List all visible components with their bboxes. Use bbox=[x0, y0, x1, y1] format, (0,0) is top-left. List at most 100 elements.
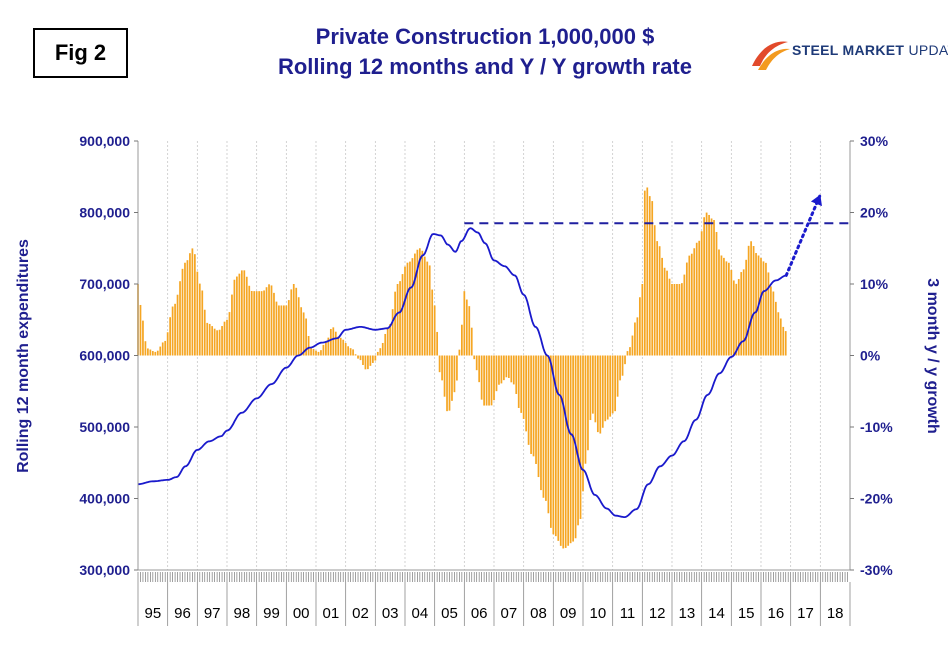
growth-bar bbox=[742, 269, 745, 356]
growth-bar bbox=[705, 212, 708, 356]
right-tick-label: 0% bbox=[860, 348, 881, 364]
growth-bar bbox=[206, 322, 209, 356]
growth-bar bbox=[154, 351, 157, 356]
growth-bar bbox=[240, 270, 243, 356]
growth-bar bbox=[174, 303, 176, 356]
growth-bar bbox=[517, 355, 520, 408]
growth-bar bbox=[265, 287, 268, 356]
growth-bar bbox=[184, 262, 186, 356]
growth-bar bbox=[473, 355, 476, 360]
growth-bar bbox=[525, 355, 528, 432]
x-tick-label: 12 bbox=[649, 605, 666, 622]
growth-bar bbox=[579, 355, 582, 519]
growth-bar bbox=[549, 355, 552, 528]
growth-bar bbox=[263, 290, 265, 356]
growth-bar bbox=[683, 274, 686, 356]
growth-bar bbox=[784, 331, 787, 356]
growth-bar bbox=[740, 272, 743, 356]
growth-bar bbox=[446, 355, 448, 412]
growth-bar bbox=[468, 306, 471, 356]
growth-bar bbox=[176, 294, 179, 356]
growth-bar bbox=[282, 305, 285, 356]
growth-bar bbox=[297, 297, 300, 356]
growth-bar bbox=[300, 307, 303, 356]
growth-bar bbox=[488, 355, 490, 406]
growth-bar bbox=[193, 254, 196, 356]
left-tick-label: 600,000 bbox=[79, 348, 130, 364]
growth-bar bbox=[305, 318, 307, 356]
growth-bar bbox=[703, 217, 706, 356]
growth-bar bbox=[651, 201, 654, 356]
growth-bar bbox=[673, 284, 676, 356]
growth-bar bbox=[493, 355, 495, 401]
growth-bar bbox=[564, 355, 567, 548]
growth-bar bbox=[735, 283, 738, 356]
growth-bar bbox=[646, 187, 649, 356]
growth-bar bbox=[762, 261, 765, 356]
growth-bar bbox=[507, 355, 510, 378]
growth-bar bbox=[411, 258, 414, 356]
growth-bar bbox=[559, 355, 562, 546]
growth-bar bbox=[480, 355, 483, 400]
growth-bar bbox=[772, 291, 775, 356]
growth-bar bbox=[169, 317, 172, 356]
growth-bar bbox=[572, 355, 574, 542]
growth-bar bbox=[218, 329, 221, 356]
growth-bar bbox=[614, 355, 617, 412]
growth-bar bbox=[211, 326, 214, 356]
growth-bar bbox=[334, 331, 337, 356]
growth-bar bbox=[678, 284, 681, 356]
right-tick-label: -10% bbox=[860, 419, 893, 435]
expenditure-line-group bbox=[138, 227, 786, 518]
growth-bar bbox=[418, 248, 421, 356]
growth-bar bbox=[624, 355, 626, 365]
growth-bar bbox=[730, 269, 733, 356]
growth-bar bbox=[732, 280, 735, 356]
growth-bar bbox=[226, 319, 228, 356]
growth-bar bbox=[631, 335, 634, 356]
growth-bar bbox=[720, 255, 723, 356]
growth-bar bbox=[648, 196, 651, 356]
growth-bar bbox=[668, 278, 671, 356]
growth-bar bbox=[577, 355, 579, 526]
growth-bar bbox=[441, 355, 443, 381]
growth-bar bbox=[359, 355, 362, 361]
growth-bar bbox=[641, 284, 644, 356]
growth-bar bbox=[520, 355, 523, 413]
growth-bar bbox=[584, 355, 587, 464]
growth-bar bbox=[661, 257, 663, 356]
growth-bar bbox=[181, 268, 184, 356]
growth-bar bbox=[500, 355, 503, 384]
growth-bar bbox=[329, 328, 332, 356]
growth-bar bbox=[582, 355, 584, 492]
growth-bar bbox=[142, 320, 144, 356]
right-tick-label: 10% bbox=[860, 276, 889, 292]
growth-bar bbox=[562, 355, 565, 549]
growth-bar bbox=[201, 290, 204, 356]
fig-label: Fig 2 bbox=[33, 28, 128, 78]
growth-bar bbox=[611, 355, 614, 414]
x-tick-label: 16 bbox=[767, 605, 784, 622]
growth-bar bbox=[619, 355, 621, 381]
growth-bar bbox=[542, 355, 545, 498]
growth-bar bbox=[643, 190, 646, 356]
growth-bar bbox=[223, 321, 226, 356]
growth-bar bbox=[777, 312, 780, 356]
x-tick-label: 13 bbox=[678, 605, 695, 622]
growth-bar bbox=[592, 355, 594, 414]
growth-bar bbox=[755, 253, 757, 356]
growth-bar bbox=[384, 333, 387, 356]
growth-bar bbox=[629, 347, 631, 356]
growth-bar bbox=[547, 355, 550, 514]
growth-bar bbox=[421, 250, 424, 356]
growth-bar bbox=[159, 346, 162, 356]
growth-bar bbox=[478, 355, 481, 383]
growth-bar bbox=[354, 354, 357, 356]
growth-bar bbox=[287, 300, 290, 356]
growth-bar bbox=[475, 355, 478, 371]
right-axis-title: 3 month y / y growth bbox=[924, 278, 941, 434]
growth-bar bbox=[423, 256, 426, 356]
growth-bar bbox=[339, 337, 342, 356]
growth-bar bbox=[495, 355, 498, 392]
growth-bar bbox=[352, 349, 354, 356]
